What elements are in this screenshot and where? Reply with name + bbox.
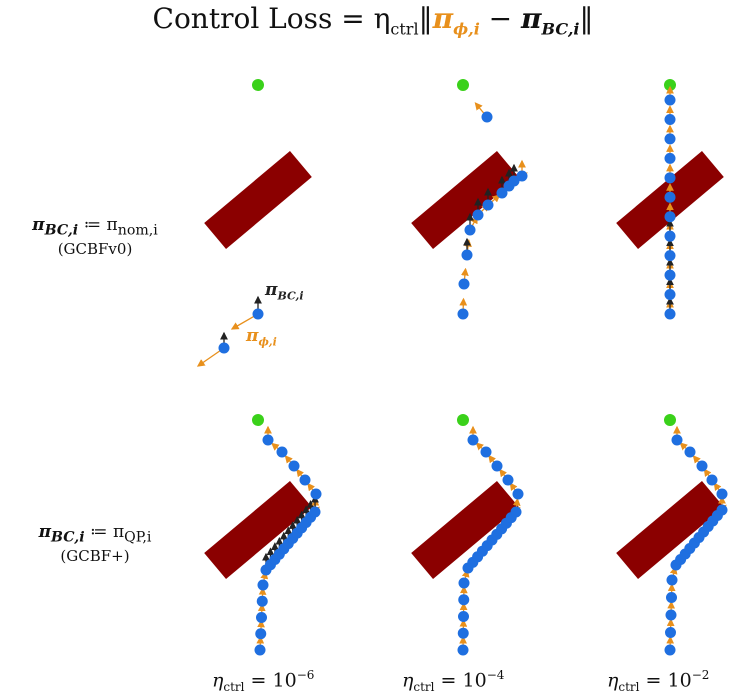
agent-dot (472, 209, 484, 221)
agent-dot (684, 446, 696, 458)
method-gcbfv0: (GCBFv0) (57, 240, 133, 259)
agent-dot (666, 574, 678, 586)
agent-dot (481, 111, 493, 123)
agent-dot (457, 644, 469, 656)
obstacle (616, 480, 724, 580)
agent-dot (512, 488, 524, 500)
agent-dot (458, 594, 470, 606)
agent-dot (664, 269, 676, 281)
agent-dot (664, 191, 676, 203)
agent-dot (716, 504, 728, 516)
goal-marker (252, 79, 264, 91)
agent-dot (458, 611, 469, 622)
row-label-gcbfplus: πBC,i ≔ πQP,i (GCBF+) (0, 522, 190, 565)
agent-dot (664, 250, 676, 262)
col-label-eta-1e-2: ηctrl = 10−2 (607, 668, 710, 695)
agent-dot (664, 113, 676, 125)
legend-bc-label: πBC,i (265, 280, 304, 303)
agent-dot (256, 612, 267, 623)
agent-dot (310, 488, 322, 500)
col-label-eta-1e-6: ηctrl = 10−6 (212, 668, 315, 695)
agent-dot (252, 308, 264, 320)
agent-dot (696, 460, 708, 472)
agent-dot (276, 446, 288, 458)
agent-dot (664, 289, 676, 301)
agent-dot (482, 199, 494, 211)
agent-dot (665, 609, 677, 621)
agent-dot (508, 175, 520, 187)
agent-dot (510, 506, 522, 518)
obstacle (411, 150, 519, 250)
agent-dot (664, 644, 676, 656)
agent-dot (458, 577, 470, 589)
goal-marker (457, 414, 469, 426)
agent-dot (516, 170, 528, 182)
agent-dot (461, 249, 473, 261)
obstacle (204, 480, 312, 580)
agent-dot (309, 506, 321, 518)
goal-marker (457, 79, 469, 91)
obstacle (204, 150, 312, 250)
agent-dot (706, 474, 718, 486)
agent-dot (256, 595, 268, 607)
agent-dot (664, 172, 676, 184)
goal-marker (252, 414, 264, 426)
agent-dot (467, 434, 479, 446)
row-label-gcbfv0: πBC,i ≔ πnom,i (GCBFv0) (0, 215, 190, 258)
obstacle (411, 480, 519, 580)
agent-dot (254, 644, 266, 656)
agent-dot (664, 94, 676, 106)
agent-dot (671, 434, 683, 446)
agent-dot (502, 474, 514, 486)
agent-dot (218, 342, 230, 354)
agent-dot (457, 627, 469, 639)
agent-dot (665, 627, 676, 638)
goal-marker (664, 414, 676, 426)
agent-dot (664, 133, 676, 145)
agent-dot (299, 474, 311, 486)
agent-dot (496, 187, 508, 199)
agent-dot (458, 278, 470, 290)
agent-dot (664, 308, 676, 320)
agent-dot (257, 579, 269, 591)
agent-dot (288, 460, 300, 472)
method-gcbfplus: (GCBF+) (60, 547, 130, 566)
agent-dot (480, 446, 492, 458)
agent-dot (464, 224, 476, 236)
agent-dot (664, 211, 676, 223)
legend-phi-label: πϕ,i (246, 326, 277, 349)
agent-dot (664, 152, 676, 164)
agent-dot (666, 592, 677, 603)
agent-dot (255, 628, 267, 640)
figure-title: Control Loss = ηctrl‖πϕ,i − πBC,i‖ (152, 2, 594, 39)
agent-dot (716, 488, 728, 500)
agent-dot (491, 460, 503, 472)
agent-dot (664, 230, 676, 242)
col-label-eta-1e-4: ηctrl = 10−4 (402, 668, 505, 695)
agent-dot (262, 434, 274, 446)
agent-dot (457, 308, 469, 320)
